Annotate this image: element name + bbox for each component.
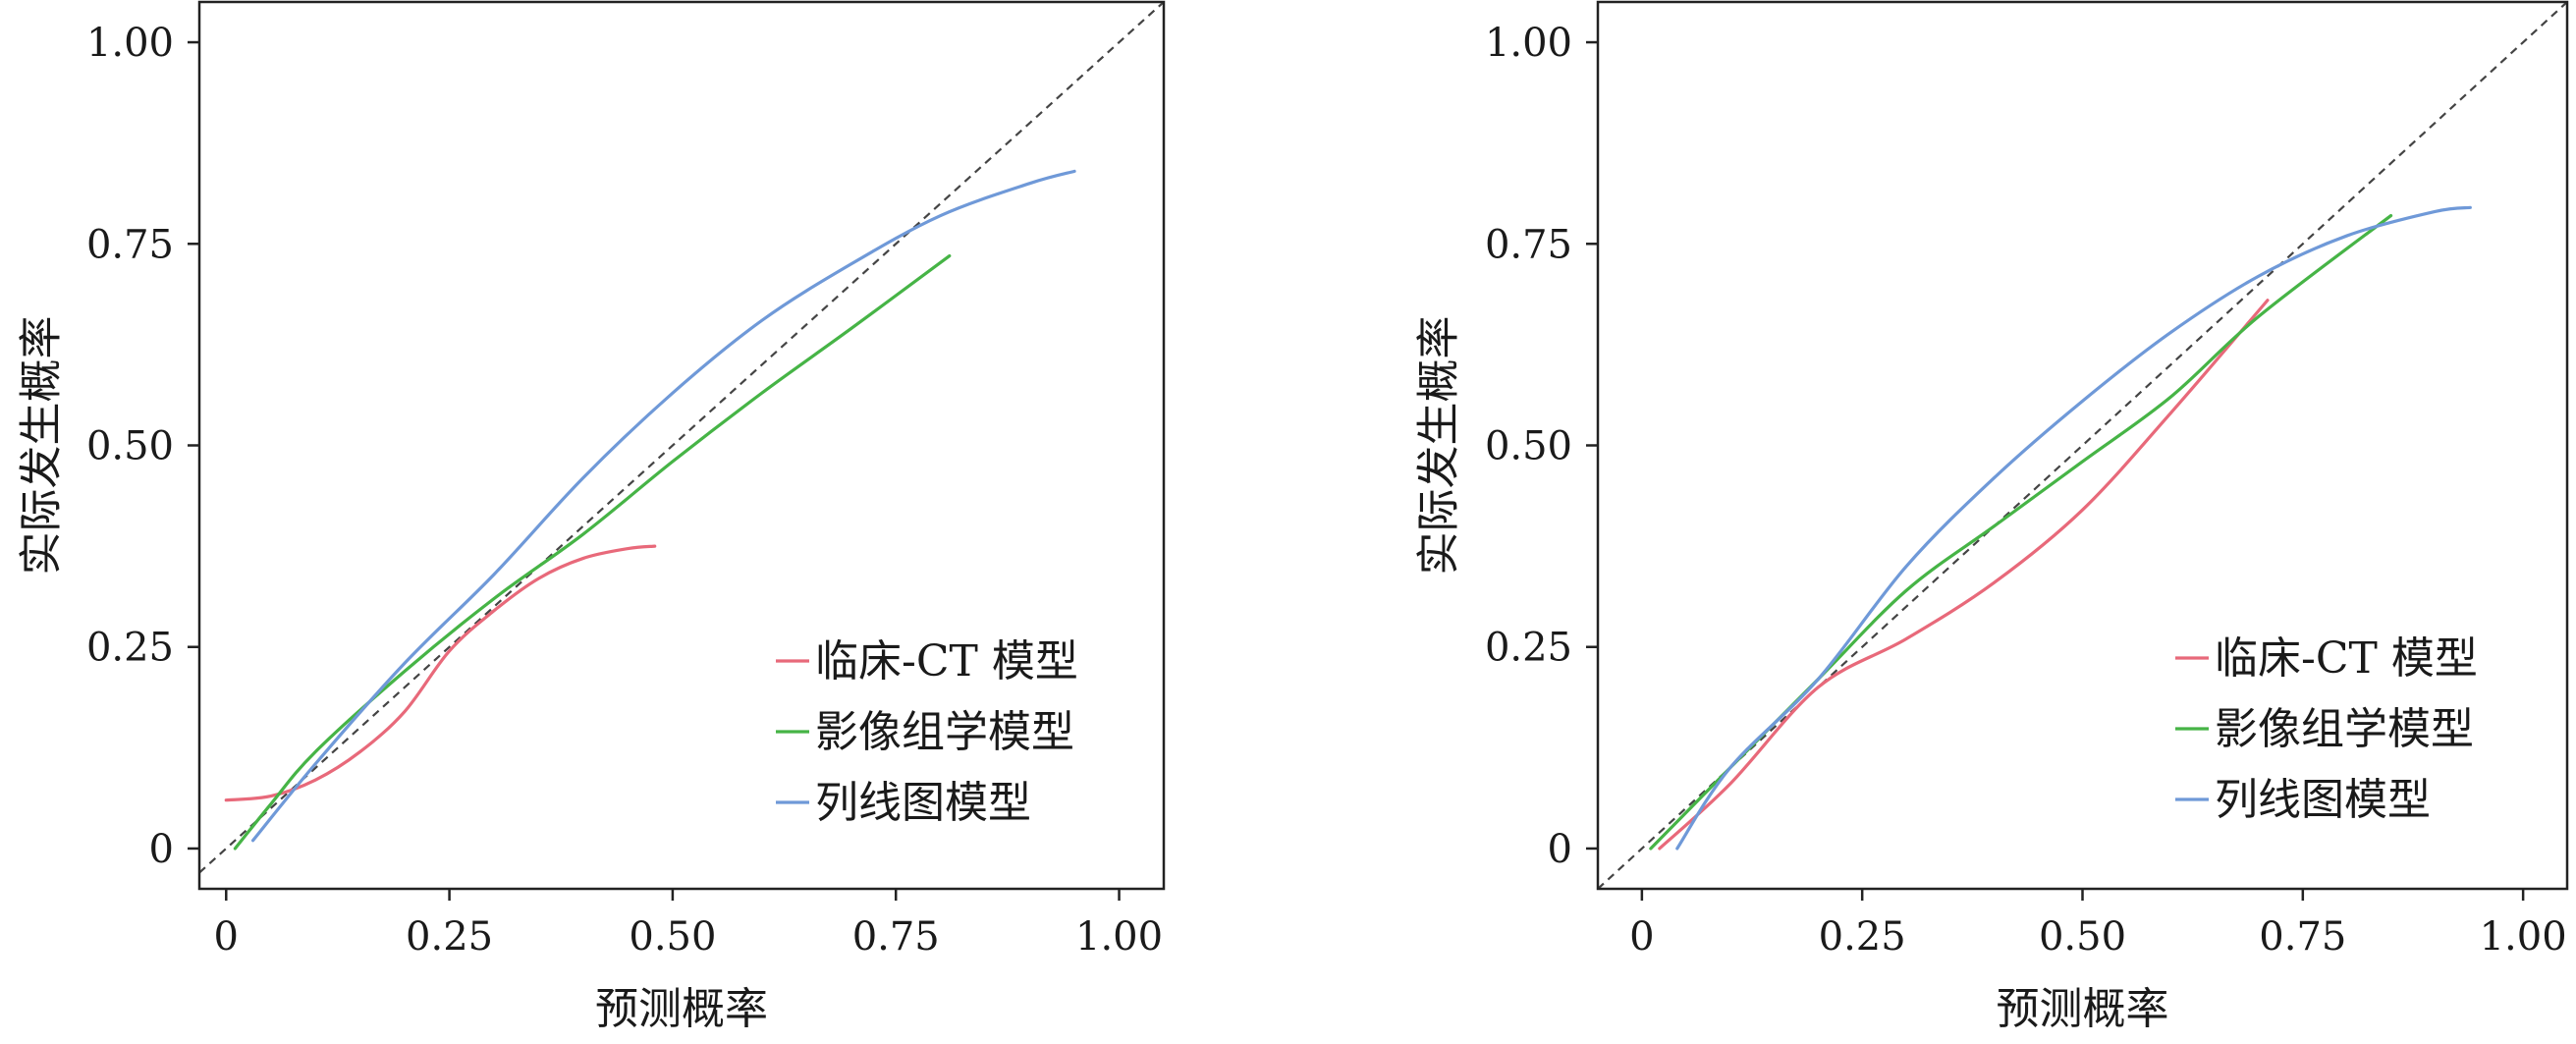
y-tick-label: 0.50 <box>1485 424 1572 469</box>
x-tick-label: 0.50 <box>2039 914 2126 960</box>
x-tick-label: 1.00 <box>2480 914 2567 960</box>
calibration-panel-right: 0 0.25 0.50 0.75 1.00 0 0.25 0.50 0.75 1.00 预测概率 实际… <box>1414 0 2569 1034</box>
y-tick-label: 0.75 <box>1485 222 1572 267</box>
reference-diagonal-line <box>199 2 1164 874</box>
x-tick-label: 0.25 <box>1819 914 1906 960</box>
x-tick-label: 1.00 <box>1075 914 1163 960</box>
legend-label: 临床-CT 模型 <box>2215 633 2478 684</box>
y-tick-label: 0.25 <box>1485 626 1572 671</box>
legend-label: 列线图模型 <box>2215 775 2431 825</box>
series-line-2 <box>233 253 952 851</box>
y-tick-label: 0.25 <box>86 626 174 671</box>
x-tick-label: 0.50 <box>629 914 716 960</box>
y-axis-title: 实际发生概率 <box>17 316 67 576</box>
x-tick-label: 0 <box>214 914 239 960</box>
x-axis-title: 预测概率 <box>1997 984 2169 1034</box>
series-line-1 <box>1658 299 2270 851</box>
y-tick-label: 0 <box>149 827 174 872</box>
legend-label: 临床-CT 模型 <box>815 636 1078 687</box>
y-tick-label: 0.50 <box>86 424 174 469</box>
legend-label: 列线图模型 <box>815 778 1031 828</box>
y-tick-label: 1.00 <box>86 21 174 66</box>
calibration-panel-left: 0 0.25 0.50 0.75 1.00 0 0.25 0.50 0.75 1.00 预测概率 实际… <box>17 0 1166 1034</box>
x-tick-label: 0.75 <box>2259 914 2346 960</box>
y-axis-title: 实际发生概率 <box>1414 316 1464 576</box>
x-axis-title: 预测概率 <box>595 984 768 1034</box>
series-line-3 <box>1675 205 2472 851</box>
y-tick-label: 0.75 <box>86 222 174 267</box>
legend-label: 影像组学模型 <box>2215 704 2474 754</box>
x-tick-label: 0.75 <box>852 914 940 960</box>
y-tick-label: 0 <box>1548 827 1572 872</box>
y-tick-label: 1.00 <box>1485 21 1572 66</box>
series-line-1 <box>224 544 657 802</box>
series-line-3 <box>250 169 1076 843</box>
x-tick-label: 0 <box>1629 914 1654 960</box>
legend-label: 影像组学模型 <box>815 707 1074 757</box>
x-tick-label: 0.25 <box>406 914 493 960</box>
